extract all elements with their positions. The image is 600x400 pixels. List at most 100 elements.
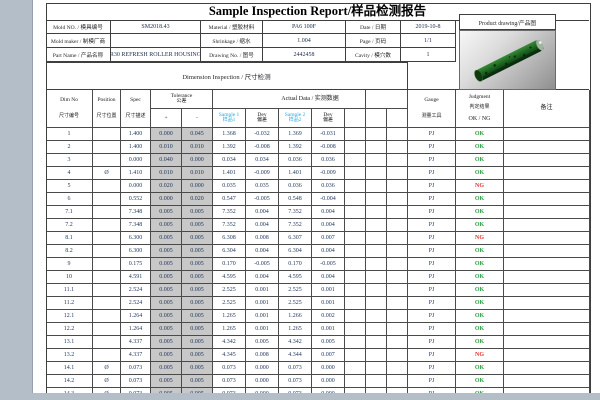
cell-dim-no: 10 [46, 271, 93, 284]
cell-dev1: 0.004 [246, 271, 279, 284]
cell-dev1: -0.005 [246, 193, 279, 206]
cell-dev2: 0.036 [312, 180, 345, 193]
cell-extra-1 [345, 167, 366, 180]
cell-tolerance-minus: 0.005 [182, 232, 213, 245]
cell-extra-2 [366, 362, 387, 375]
cell-tolerance-minus: 0.005 [182, 245, 213, 258]
cell-extra-1 [345, 180, 366, 193]
cell-extra-1 [345, 232, 366, 245]
cell-dim-no: 12.2 [46, 323, 93, 336]
cell-spec: 4.337 [121, 336, 151, 349]
cell-gauge: PJ [408, 141, 456, 154]
cell-position [93, 258, 121, 271]
col-header-dev2: Dev 偏差 [312, 109, 345, 128]
cell-tolerance-plus: 0.020 [151, 180, 182, 193]
cell-judgment: OK [456, 128, 504, 141]
green-roller-icon [474, 39, 545, 82]
cell-spec: 0.000 [121, 154, 151, 167]
cell-gauge: PJ [408, 336, 456, 349]
col-header-dev1: Dev 偏差 [246, 109, 279, 128]
cell-gauge: PJ [408, 258, 456, 271]
cell-extra-1 [345, 362, 366, 375]
cell-dev2: 0.036 [312, 154, 345, 167]
info-cell: Cavity / 模穴数 [346, 48, 401, 62]
cell-gauge: PJ [408, 193, 456, 206]
info-cell: R30 REFRESH ROLLER HOUSING [111, 48, 201, 62]
cell-remark [504, 310, 590, 323]
info-cell: Page / 页码 [346, 34, 401, 48]
cell-sample2: 0.073 [279, 362, 312, 375]
cell-dev1: 0.034 [246, 154, 279, 167]
cell-dim-no: 5 [46, 180, 93, 193]
cell-dev2: 0.001 [312, 323, 345, 336]
cell-spec: 6.300 [121, 245, 151, 258]
cell-extra-1 [345, 193, 366, 206]
cell-tolerance-minus: 0.005 [182, 388, 213, 393]
cell-judgment: OK [456, 336, 504, 349]
cell-position [93, 206, 121, 219]
cell-sample1: 4.342 [213, 336, 246, 349]
cell-tolerance-minus: 0.005 [182, 271, 213, 284]
cell-extra-2 [366, 336, 387, 349]
cell-sample2: 1.401 [279, 167, 312, 180]
cell-position [93, 271, 121, 284]
cell-extra-3 [387, 336, 408, 349]
cell-dim-no: 14.3 [46, 388, 93, 393]
inspection-table-header: Dim No 尺寸编号 Position 尺寸位置 Spec 尺寸描述 Toleran… [46, 90, 590, 128]
cell-position: Ø [93, 388, 121, 393]
cell-gauge: PJ [408, 388, 456, 393]
cell-position: Ø [93, 375, 121, 388]
info-cell: Material / 塑胶材料 [201, 20, 263, 34]
inspection-table-body: 1 1.400 0.000 0.045 1.368 -0.032 1.369 -… [46, 128, 590, 393]
cell-sample2: 0.170 [279, 258, 312, 271]
cell-dim-no: 7.2 [46, 219, 93, 232]
cell-judgment: OK [456, 167, 504, 180]
cell-tolerance-plus: 0.010 [151, 167, 182, 180]
cell-tolerance-plus: 0.005 [151, 297, 182, 310]
cell-extra-2 [366, 193, 387, 206]
cell-dev1: -0.032 [246, 128, 279, 141]
cell-extra-1 [345, 349, 366, 362]
info-cell: Mold maker / 制模厂商 [46, 34, 111, 48]
cell-extra-1 [345, 219, 366, 232]
cell-judgment: NG [456, 232, 504, 245]
cell-tolerance-plus: 0.005 [151, 388, 182, 393]
cell-tolerance-minus: 0.000 [182, 154, 213, 167]
cell-sample1: 7.352 [213, 206, 246, 219]
cell-dev1: 0.000 [246, 362, 279, 375]
cell-position [93, 193, 121, 206]
cell-dev1: 0.001 [246, 297, 279, 310]
cell-sample1: 6.304 [213, 245, 246, 258]
cell-extra-2 [366, 167, 387, 180]
cell-sample1: 2.525 [213, 284, 246, 297]
info-cell: Drawing No. / 图号 [201, 48, 263, 62]
cell-sample2: 6.307 [279, 232, 312, 245]
cell-dev2: 0.000 [312, 362, 345, 375]
cell-gauge: PJ [408, 219, 456, 232]
info-cell: Mold NO. / 模具编号 [46, 20, 111, 34]
cell-dev2: 0.000 [312, 388, 345, 393]
cell-dev1: 0.001 [246, 310, 279, 323]
cell-extra-3 [387, 258, 408, 271]
cell-sample2: 4.595 [279, 271, 312, 284]
cell-dev2: 0.004 [312, 245, 345, 258]
cell-sample2: 0.548 [279, 193, 312, 206]
cell-spec: 4.591 [121, 271, 151, 284]
cell-sample2: 1.392 [279, 141, 312, 154]
cell-spec: 0.000 [121, 180, 151, 193]
cell-gauge: PJ [408, 154, 456, 167]
cell-remark [504, 349, 590, 362]
cell-extra-3 [387, 154, 408, 167]
cell-gauge: PJ [408, 310, 456, 323]
cell-judgment: OK [456, 297, 504, 310]
cell-spec: 1.400 [121, 128, 151, 141]
cell-extra-2 [366, 232, 387, 245]
cell-dev2: -0.031 [312, 128, 345, 141]
cell-extra-1 [345, 206, 366, 219]
cell-tolerance-plus: 0.005 [151, 245, 182, 258]
cell-dev1: -0.005 [246, 258, 279, 271]
cell-extra-3 [387, 362, 408, 375]
product-drawing-image [459, 30, 556, 90]
cell-extra-2 [366, 219, 387, 232]
cell-judgment: OK [456, 245, 504, 258]
